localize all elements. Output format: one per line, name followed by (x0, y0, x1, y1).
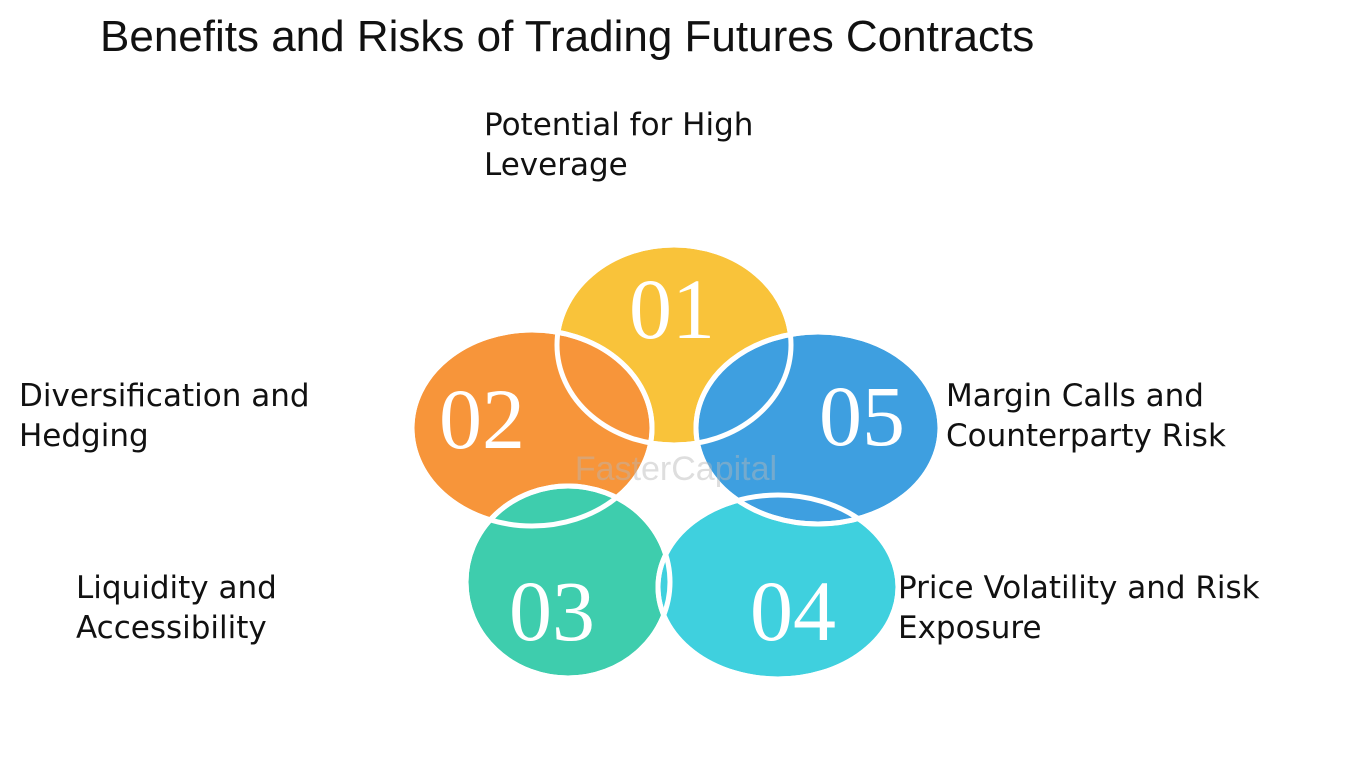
number-01: 01 (629, 261, 715, 357)
label-potential-high-leverage: Potential for High Leverage (484, 105, 804, 185)
label-line: Leverage (484, 147, 628, 183)
number-04: 04 (750, 563, 836, 659)
label-line: Hedging (19, 418, 149, 454)
label-line: Liquidity and (76, 570, 277, 606)
label-line: Potential for High (484, 107, 754, 143)
page-title: Benefits and Risks of Trading Futures Co… (100, 12, 1035, 61)
label-line: Price Volatility and Risk (898, 570, 1260, 606)
label-diversification-hedging: Diversification and Hedging (19, 376, 339, 456)
label-line: Counterparty Risk (946, 418, 1226, 454)
petal-outlines (409, 242, 943, 682)
number-02: 02 (439, 371, 525, 467)
label-liquidity-accessibility: Liquidity and Accessibility (76, 568, 316, 648)
label-price-volatility-risk: Price Volatility and Risk Exposure (898, 568, 1318, 648)
label-line: Exposure (898, 610, 1042, 646)
label-line: Diversification and (19, 378, 310, 414)
label-line: Margin Calls and (946, 378, 1204, 414)
label-margin-calls-counterparty: Margin Calls and Counterparty Risk (946, 376, 1266, 456)
number-05: 05 (819, 368, 905, 464)
label-line: Accessibility (76, 610, 267, 646)
number-03: 03 (509, 563, 595, 659)
watermark-text: FasterCapital (575, 450, 777, 488)
